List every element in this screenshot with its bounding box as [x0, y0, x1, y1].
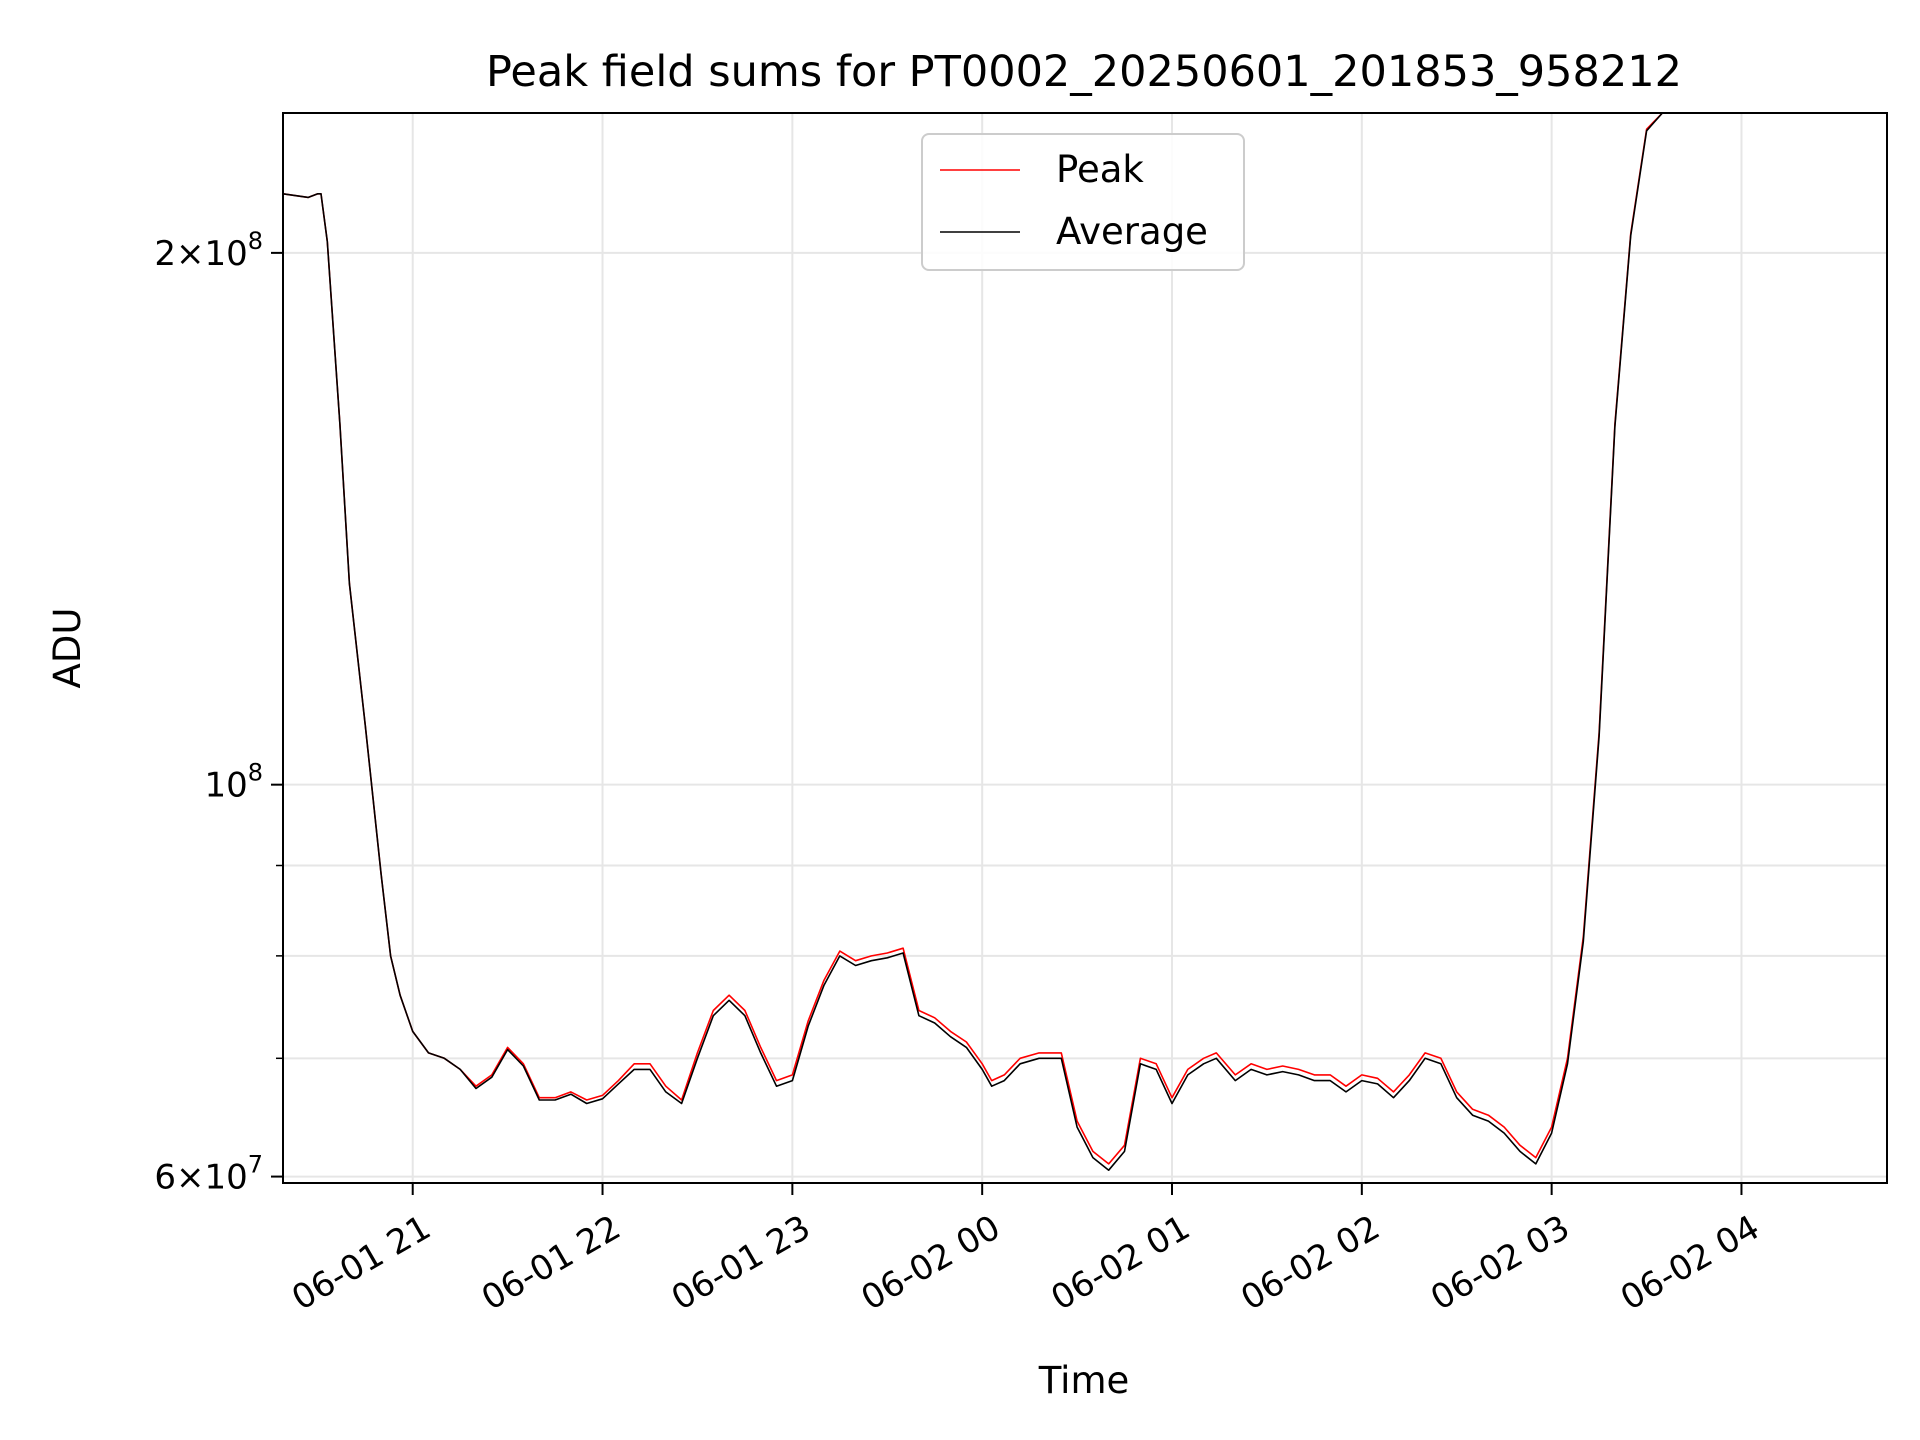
legend-box — [921, 133, 1245, 271]
series-line-average — [282, 112, 1887, 1171]
y-tick-label: 6×107 — [154, 1151, 263, 1198]
legend: Peak Average — [921, 133, 1245, 271]
y-axis-ticks: 6×107 108 2×108 — [154, 227, 283, 1198]
chart-title: Peak field sums for PT0002_20250601_2018… — [486, 47, 1682, 97]
y-axis-label: ADU — [46, 608, 89, 689]
x-axis-label: Time — [1038, 1359, 1130, 1402]
y-tick-label: 2×108 — [154, 227, 263, 274]
legend-label-peak: Peak — [1056, 148, 1144, 191]
y-tick-label: 108 — [204, 759, 263, 806]
plot-area-frame — [282, 112, 1888, 1184]
legend-label-average: Average — [1056, 210, 1208, 253]
series-lines — [282, 112, 1887, 1171]
